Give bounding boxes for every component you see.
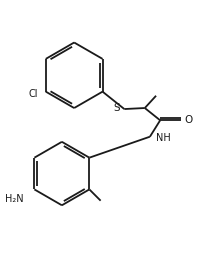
Text: O: O xyxy=(185,115,193,125)
Text: NH: NH xyxy=(156,133,170,143)
Text: S: S xyxy=(114,103,120,113)
Text: Cl: Cl xyxy=(28,89,38,99)
Text: H₂N: H₂N xyxy=(4,194,23,204)
